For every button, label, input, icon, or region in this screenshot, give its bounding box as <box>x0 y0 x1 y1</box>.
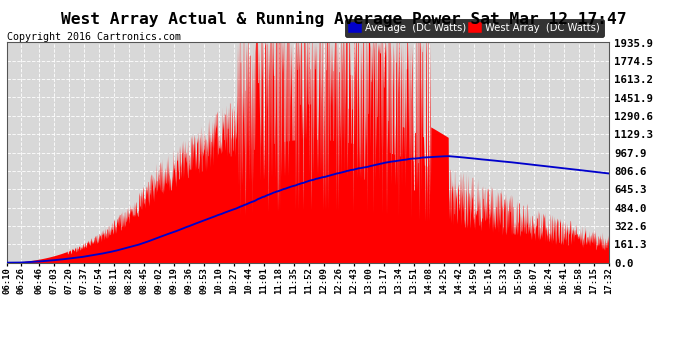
Legend: Average  (DC Watts), West Array  (DC Watts): Average (DC Watts), West Array (DC Watts… <box>345 19 604 37</box>
Text: Copyright 2016 Cartronics.com: Copyright 2016 Cartronics.com <box>7 32 181 42</box>
Text: West Array Actual & Running Average Power Sat Mar 12 17:47: West Array Actual & Running Average Powe… <box>61 11 627 27</box>
